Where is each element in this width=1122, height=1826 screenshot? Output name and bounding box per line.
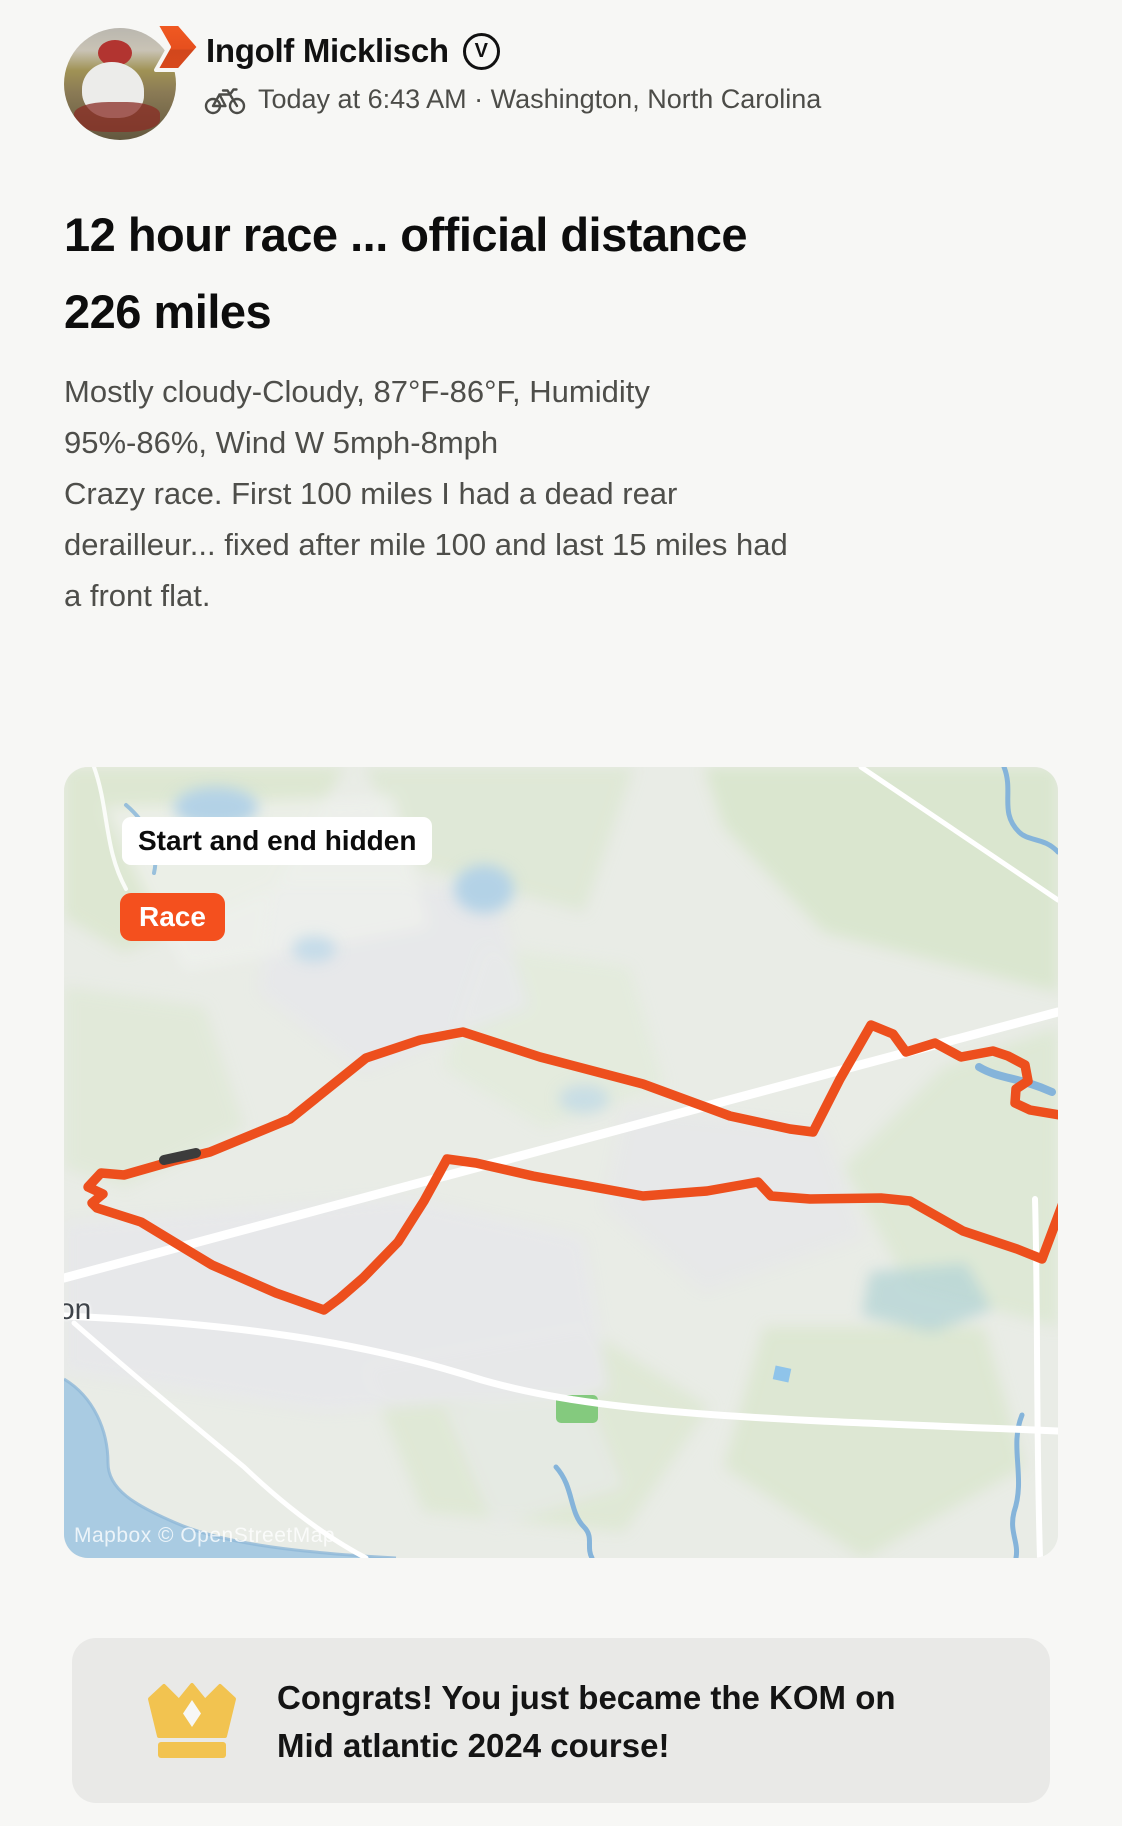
- race-tag[interactable]: Race: [120, 893, 225, 941]
- description-line: 95%-86%, Wind W 5mph-8mph: [64, 425, 499, 460]
- description-line: a front flat.: [64, 578, 211, 613]
- verified-letter: V: [474, 39, 488, 62]
- description-line: Crazy race. First 100 miles I had a dead…: [64, 476, 678, 511]
- route-path: [83, 1020, 1058, 1315]
- bike-icon: [204, 87, 246, 114]
- helmet-shape: [98, 40, 132, 66]
- title-line-1: 12 hour race ... official distance: [64, 208, 748, 261]
- athlete-name[interactable]: Ingolf Micklisch: [206, 32, 449, 69]
- kom-message: Congrats! You just became the KOM on Mid…: [277, 1674, 896, 1770]
- map-attribution[interactable]: Mapbox © OpenStreetMap: [74, 1524, 336, 1547]
- start-end-hidden-chip: Start and end hidden: [122, 817, 433, 865]
- description-line: derailleur... fixed after mile 100 and l…: [64, 527, 788, 562]
- route-map[interactable]: Start and end hidden Race on Mapbox © Op…: [64, 767, 1058, 1558]
- club-arrow-badge: [154, 22, 201, 72]
- activity-meta: Today at 6:43 AM · Washington, North Car…: [258, 84, 822, 114]
- activity-title[interactable]: 12 hour race ... official distance 226 m…: [64, 196, 1058, 350]
- activity-description: Mostly cloudy-Cloudy, 87°F-86°F, Humidit…: [64, 366, 1058, 621]
- title-line-2: 226 miles: [64, 285, 272, 338]
- kom-message-line-2: Mid atlantic 2024 course!: [277, 1727, 670, 1764]
- verified-badge: V: [462, 32, 500, 70]
- town-label: on: [64, 1293, 92, 1326]
- bike-shape: [74, 102, 160, 132]
- map-canvas: [64, 767, 1058, 1558]
- avatar[interactable]: [64, 28, 176, 140]
- kom-crown-icon: [148, 1683, 236, 1758]
- privacy-dash: [159, 1148, 201, 1165]
- kom-message-line-1: Congrats! You just became the KOM on: [277, 1679, 896, 1716]
- kom-achievement-card[interactable]: Congrats! You just became the KOM on Mid…: [72, 1638, 1050, 1803]
- description-line: Mostly cloudy-Cloudy, 87°F-86°F, Humidit…: [64, 374, 650, 409]
